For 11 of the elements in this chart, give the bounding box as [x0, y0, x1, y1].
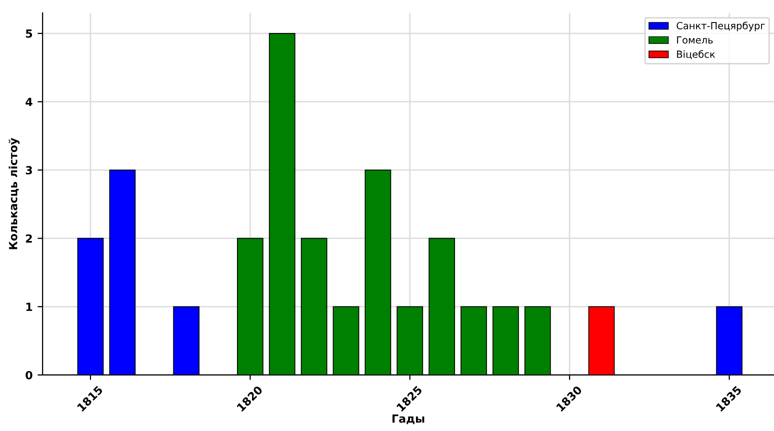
y-tick-label: 4	[26, 98, 32, 106]
y-axis-title: Колькасць лістоў	[8, 138, 20, 250]
y-tick-label: 5	[26, 30, 32, 38]
y-tick-label: 2	[26, 234, 32, 243]
x-axis-title: Гады	[392, 414, 424, 424]
y-tick-label: 0	[26, 370, 32, 380]
legend-label: Гомель	[677, 36, 713, 44]
legend-label: Віцебск	[677, 50, 715, 60]
y-tick-label: 1	[26, 302, 32, 311]
legend-label: Санкт-Пецярбург	[676, 22, 765, 32]
y-tick-label: 3	[26, 166, 32, 174]
